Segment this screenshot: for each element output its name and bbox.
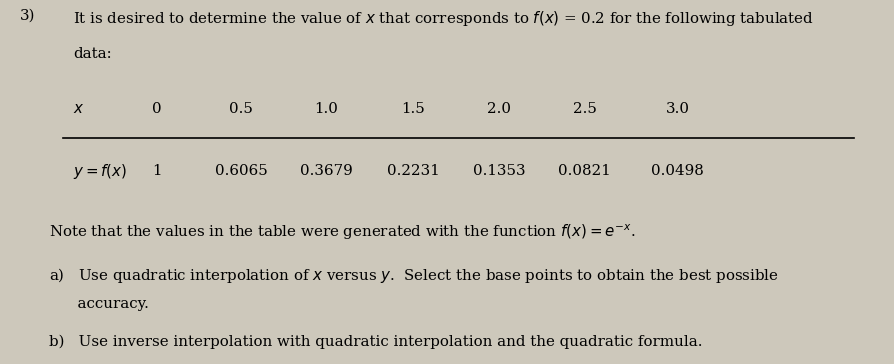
Text: 1: 1 bbox=[152, 164, 161, 178]
Text: 0.2231: 0.2231 bbox=[386, 164, 440, 178]
Text: $x$: $x$ bbox=[73, 102, 85, 116]
Text: 2.0: 2.0 bbox=[487, 102, 510, 116]
Text: 1.5: 1.5 bbox=[401, 102, 425, 116]
Text: 0.0821: 0.0821 bbox=[558, 164, 611, 178]
Text: 3): 3) bbox=[20, 9, 35, 23]
Text: data:: data: bbox=[73, 47, 112, 61]
Text: Note that the values in the table were generated with the function $f(x) = e^{-x: Note that the values in the table were g… bbox=[49, 222, 636, 242]
Text: b)   Use inverse interpolation with quadratic interpolation and the quadratic fo: b) Use inverse interpolation with quadra… bbox=[49, 335, 703, 349]
Text: 3.0: 3.0 bbox=[666, 102, 689, 116]
Text: It is desired to determine the value of $x$ that corresponds to $f(x)$ = 0.2 for: It is desired to determine the value of … bbox=[73, 9, 814, 28]
Text: 2.5: 2.5 bbox=[573, 102, 596, 116]
Text: 0.3679: 0.3679 bbox=[299, 164, 353, 178]
Text: 1.0: 1.0 bbox=[315, 102, 338, 116]
Text: 0.1353: 0.1353 bbox=[473, 164, 525, 178]
Text: 0.5: 0.5 bbox=[230, 102, 253, 116]
Text: 0.0498: 0.0498 bbox=[651, 164, 704, 178]
Text: accuracy.: accuracy. bbox=[49, 297, 149, 310]
Text: 0.6065: 0.6065 bbox=[215, 164, 268, 178]
Text: $y = f(x)$: $y = f(x)$ bbox=[73, 162, 128, 181]
Text: a)   Use quadratic interpolation of $x$ versus $y$.  Select the base points to o: a) Use quadratic interpolation of $x$ ve… bbox=[49, 266, 779, 285]
Text: 0: 0 bbox=[152, 102, 161, 116]
